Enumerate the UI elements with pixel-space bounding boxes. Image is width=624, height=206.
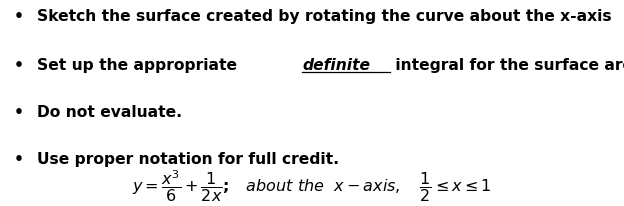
Text: •: • — [14, 9, 24, 24]
Text: •: • — [14, 58, 24, 73]
Text: $y = \dfrac{x^3}{6} + \dfrac{1}{2x}$;   $\it{about\ the}\ \ x - \it{axis},$   $\: $y = \dfrac{x^3}{6} + \dfrac{1}{2x}$; $\… — [132, 169, 492, 204]
Text: Set up the appropriate: Set up the appropriate — [37, 58, 243, 73]
Text: Sketch the surface created by rotating the curve about the x-axis: Sketch the surface created by rotating t… — [37, 9, 612, 24]
Text: Do not evaluate.: Do not evaluate. — [37, 105, 183, 120]
Text: •: • — [14, 105, 24, 120]
Text: Use proper notation for full credit.: Use proper notation for full credit. — [37, 152, 339, 167]
Text: integral for the surface area: integral for the surface area — [390, 58, 624, 73]
Text: definite: definite — [303, 58, 371, 73]
Text: •: • — [14, 152, 24, 167]
